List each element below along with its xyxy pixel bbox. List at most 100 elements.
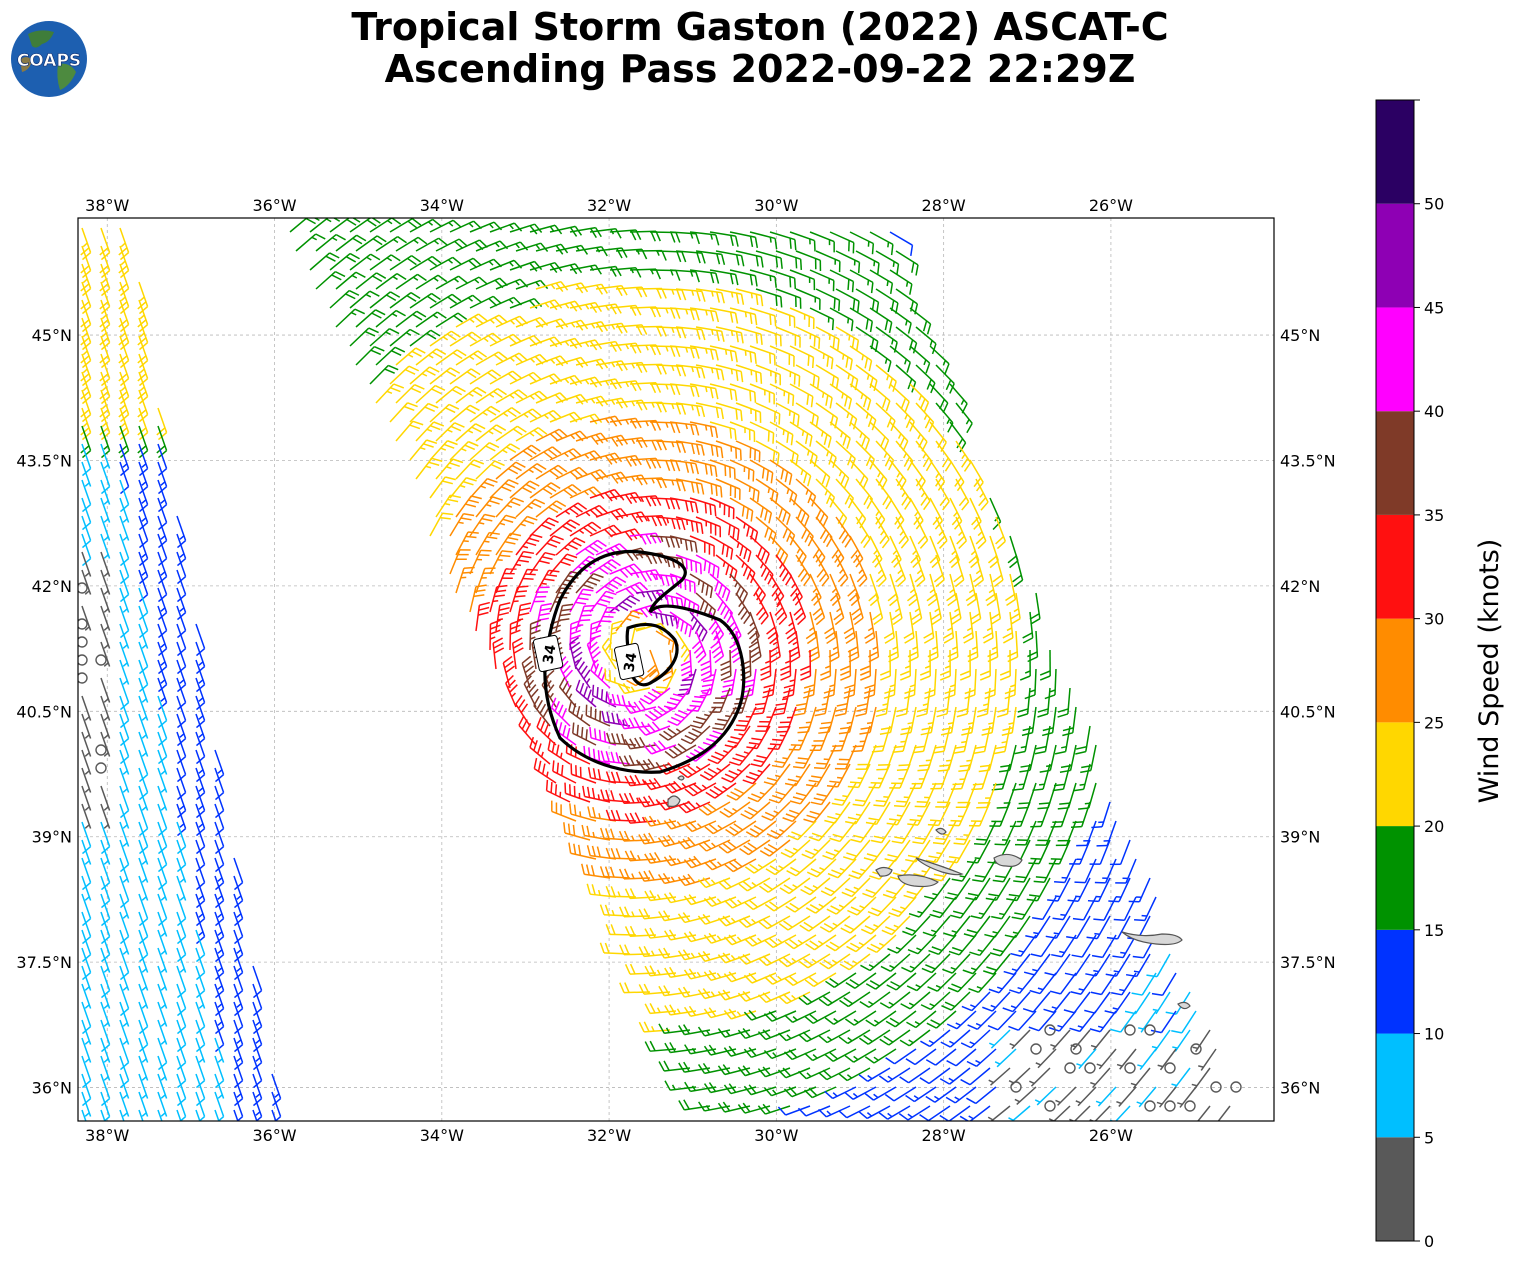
wind-barb <box>926 1010 957 1029</box>
wind-barb <box>919 1067 951 1085</box>
wind-barb <box>724 896 757 909</box>
wind-barb <box>1151 1029 1171 1052</box>
wind-barb <box>638 945 671 958</box>
wind-barb <box>100 587 111 613</box>
wind-barb <box>855 744 877 770</box>
wind-barb <box>95 744 107 756</box>
wind-barb <box>658 947 691 959</box>
wind-barb <box>176 893 187 927</box>
wind-barb <box>940 706 957 736</box>
wind-barb <box>606 732 637 746</box>
wind-barb <box>655 478 686 492</box>
wind-barb <box>369 364 399 385</box>
wind-barb <box>735 516 759 543</box>
wind-barb <box>81 731 92 757</box>
wind-barb <box>689 611 708 642</box>
wind-barb <box>1109 1105 1131 1121</box>
wind-barb <box>489 370 522 385</box>
wind-barb <box>760 649 772 681</box>
wind-barb <box>195 1091 206 1121</box>
wind-barb <box>595 471 629 484</box>
wind-barb <box>252 1109 258 1121</box>
wind-barb <box>100 785 111 811</box>
wind-barb <box>644 890 677 902</box>
contour-label-2: 34 <box>621 651 640 673</box>
wind-barb <box>233 1109 239 1121</box>
wind-barb <box>755 554 774 585</box>
wind-barb <box>809 421 832 448</box>
wind-barb <box>157 587 168 621</box>
wind-barb <box>119 1001 130 1027</box>
wind-barb <box>271 1091 282 1121</box>
wind-barb <box>737 1028 771 1040</box>
wind-barb <box>157 785 168 811</box>
wind-barb <box>233 1091 244 1121</box>
wind-barb <box>972 858 997 883</box>
wind-barb <box>1151 972 1177 997</box>
wind-barb <box>595 247 628 259</box>
wind-barb <box>535 500 567 518</box>
wind-barb <box>564 782 591 803</box>
wind-barb <box>195 893 206 927</box>
wind-barb <box>415 311 447 328</box>
island-sao-jorge <box>915 857 964 876</box>
wind-barb <box>866 934 897 954</box>
wind-barb <box>695 516 722 538</box>
wind-barb <box>809 573 822 606</box>
wind-barb <box>429 256 462 271</box>
wind-barb <box>742 763 771 785</box>
colorbar-bin <box>1376 411 1414 515</box>
wind-barb <box>469 258 502 271</box>
wind-barb <box>895 687 911 718</box>
wind-barb <box>1075 1086 1097 1107</box>
wind-barb <box>988 972 1017 994</box>
wind-barb <box>195 731 206 765</box>
wind-barb <box>950 592 962 625</box>
wind-radius-contour: 34 34 <box>532 549 746 774</box>
wind-barb <box>100 1019 111 1053</box>
wind-barb <box>718 839 751 854</box>
wind-barb <box>1063 991 1091 1014</box>
wind-barb <box>881 915 911 936</box>
wind-barb <box>689 535 715 557</box>
wind-barb <box>81 1001 92 1035</box>
wind-barb <box>729 231 759 249</box>
wind-barb <box>455 566 475 594</box>
wind-barb <box>469 405 501 423</box>
wind-barb <box>789 231 816 252</box>
wind-barb <box>709 345 738 363</box>
wind-barb <box>678 1024 711 1036</box>
wind-barb <box>798 1029 831 1043</box>
wind-barb <box>984 915 1011 938</box>
wind-barb <box>1072 896 1097 921</box>
island-pico <box>897 874 940 888</box>
wind-barb <box>829 421 851 449</box>
wind-barb <box>157 1001 168 1027</box>
wind-barb <box>138 533 149 567</box>
wind-barb <box>369 328 400 347</box>
wind-barb <box>1055 820 1077 847</box>
wind-barb <box>489 443 521 461</box>
lat-tick-label-left: 43.5°N <box>16 451 72 470</box>
wind-barb <box>793 744 817 769</box>
wind-barb <box>795 554 811 587</box>
wind-barb <box>847 896 877 916</box>
wind-barb <box>946 839 971 864</box>
wind-barb <box>1217 1105 1231 1121</box>
wind-barb <box>509 260 543 272</box>
wind-barb <box>618 792 651 805</box>
wind-barb <box>778 915 811 931</box>
wind-barb <box>99 281 111 315</box>
wind-barb <box>814 744 837 770</box>
wind-barb <box>835 516 852 548</box>
wind-barb <box>1089 839 1111 865</box>
wind-barb <box>1116 1086 1137 1108</box>
wind-barb <box>953 554 965 588</box>
wind-barb <box>119 1109 125 1121</box>
wind-barb <box>509 408 542 423</box>
wind-barb <box>119 1073 130 1099</box>
wind-barb <box>766 820 797 840</box>
wind-barb <box>729 345 757 364</box>
wind-barb <box>1022 611 1034 644</box>
wind-barb <box>138 911 149 945</box>
